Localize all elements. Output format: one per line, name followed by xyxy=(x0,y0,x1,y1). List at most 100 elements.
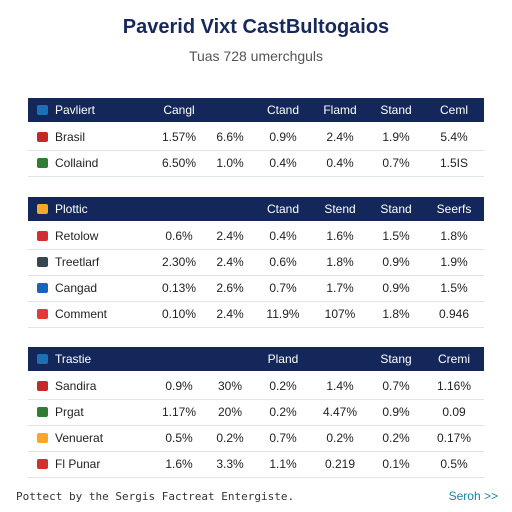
footer: Pottect by the Sergis Factreat Entergist… xyxy=(16,490,295,503)
value-cell: 11.9% xyxy=(266,307,300,321)
value-cell: 107% xyxy=(324,307,356,321)
value-cell: 1.8% xyxy=(326,255,354,269)
title: Paverid Vixt CastBultogaios xyxy=(122,16,390,38)
table-row: Venuerat 0.5% 0.2% 0.7% 0.2% 0.2% 0.17% xyxy=(28,426,484,452)
value-cell: 2.4% xyxy=(216,307,244,321)
value-cell: 0.5% xyxy=(165,431,193,445)
header-cell: Stend xyxy=(324,202,356,216)
value-cell: 0.9% xyxy=(382,405,410,419)
value-cell: 1.16% xyxy=(436,379,472,393)
value-cell: 0.9% xyxy=(165,379,193,393)
value-cell: 0.09 xyxy=(442,405,466,419)
table-row: Cangad 0.13% 2.6% 0.7% 1.7% 0.9% 1.5% xyxy=(28,276,484,302)
value-cell: 1.7% xyxy=(326,281,354,295)
value-cell: 1.0% xyxy=(216,156,244,170)
value-cell: 3.3% xyxy=(216,457,244,471)
header-row: Plottic Ctand Stend Stand Seerfs xyxy=(28,197,484,221)
value-cell: 0.7% xyxy=(269,431,297,445)
header-row: Pavliert Cangl Ctand Flamd Stand Ceml xyxy=(28,98,484,122)
flag-icon xyxy=(37,204,48,214)
value-cell: 1.9% xyxy=(440,255,468,269)
value-cell: 1.57% xyxy=(161,130,197,144)
flag-icon xyxy=(37,459,48,469)
row-label: Comment xyxy=(55,307,108,321)
value-cell: 0.4% xyxy=(326,156,354,170)
table-row: Collaind 6.50% 1.0% 0.4% 0.4% 0.7% 1.5IS xyxy=(28,151,484,177)
flag-icon xyxy=(37,407,48,417)
row-label: Treetlarf xyxy=(55,255,100,269)
row-label: Brasil xyxy=(55,130,86,144)
flag-icon xyxy=(37,433,48,443)
row-label: Retolow xyxy=(55,229,99,243)
value-cell: 0.1% xyxy=(382,457,410,471)
value-cell: 0.4% xyxy=(269,156,297,170)
header-row: Trastie Pland Stang Cremi xyxy=(28,347,484,371)
value-cell: 1.5% xyxy=(440,281,468,295)
value-cell: 0.7% xyxy=(269,281,297,295)
value-cell: 2.4% xyxy=(216,229,244,243)
value-cell: 0.9% xyxy=(382,281,410,295)
header-cell: Cremi xyxy=(438,352,470,366)
flag-icon xyxy=(37,132,48,142)
value-cell: 0.2% xyxy=(269,379,297,393)
value-cell: 1.5IS xyxy=(439,156,469,170)
flag-icon xyxy=(37,231,48,241)
value-cell: 5.4% xyxy=(440,130,468,144)
value-cell: 1.6% xyxy=(165,457,193,471)
row-label: Venuerat xyxy=(55,431,104,445)
table-row: Retolow 0.6% 2.4% 0.4% 1.6% 1.5% 1.8% xyxy=(28,224,484,250)
row-label: Sandira xyxy=(55,379,97,393)
value-cell: 30% xyxy=(217,379,243,393)
value-cell: 0.9% xyxy=(269,130,297,144)
value-cell: 4.47% xyxy=(322,405,358,419)
value-cell: 1.1% xyxy=(269,457,297,471)
header-cell: Trastie xyxy=(55,352,92,366)
table-row: Treetlarf 2.30% 2.4% 0.6% 1.8% 0.9% 1.9% xyxy=(28,250,484,276)
header-cell: Plottic xyxy=(55,202,88,216)
flag-icon xyxy=(37,257,48,267)
value-cell: 0.946 xyxy=(438,307,470,321)
value-cell: 0.17% xyxy=(436,431,472,445)
value-cell: 0.4% xyxy=(269,229,297,243)
header-cell: Pavliert xyxy=(55,103,96,117)
value-cell: 0.6% xyxy=(165,229,193,243)
value-cell: 0.9% xyxy=(382,255,410,269)
table-row: Brasil 1.57% 6.6% 0.9% 2.4% 1.9% 5.4% xyxy=(28,125,484,151)
value-cell: 2.30% xyxy=(161,255,197,269)
value-cell: 6.50% xyxy=(161,156,197,170)
value-cell: 0.219 xyxy=(324,457,356,471)
value-cell: 0.7% xyxy=(382,156,410,170)
table-row: Sandira 0.9% 30% 0.2% 1.4% 0.7% 1.16% xyxy=(28,374,484,400)
header-cell: Stand xyxy=(380,103,412,117)
value-cell: 0.2% xyxy=(216,431,244,445)
value-cell: 0.2% xyxy=(269,405,297,419)
row-label: Prgat xyxy=(55,405,84,419)
flag-icon xyxy=(37,283,48,293)
more-link[interactable]: Seroh >> xyxy=(448,489,498,503)
flag-icon xyxy=(37,381,48,391)
subtitle: Tuas 728 umerchguls xyxy=(188,48,324,64)
row-label: Cangad xyxy=(55,281,98,295)
flag-icon xyxy=(37,309,48,319)
header-cell: Ctand xyxy=(266,202,300,216)
value-cell: 1.8% xyxy=(382,307,410,321)
value-cell: 0.2% xyxy=(326,431,354,445)
value-cell: 0.7% xyxy=(382,379,410,393)
header-cell: Seerfs xyxy=(436,202,472,216)
table-row: Prgat 1.17% 20% 0.2% 4.47% 0.9% 0.09 xyxy=(28,400,484,426)
table-section: Pavliert Cangl Ctand Flamd Stand Ceml Brasil 1.… xyxy=(28,98,484,177)
value-cell: 1.9% xyxy=(382,130,410,144)
value-cell: 1.6% xyxy=(326,229,354,243)
header-cell: Stand xyxy=(380,202,412,216)
value-cell: 0.13% xyxy=(161,281,197,295)
header-cell: Cangl xyxy=(163,103,195,117)
table-section: Trastie Pland Stang Cremi Sandira 0.9% 30% 0.2%… xyxy=(28,347,484,478)
table-row: Fl Punar 1.6% 3.3% 1.1% 0.219 0.1% 0.5% xyxy=(28,452,484,478)
value-cell: 1.8% xyxy=(440,229,468,243)
table-section: Plottic Ctand Stend Stand Seerfs Retolow 0.6% 2… xyxy=(28,197,484,328)
value-cell: 2.6% xyxy=(216,281,244,295)
flag-icon xyxy=(37,105,48,115)
value-cell: 1.5% xyxy=(382,229,410,243)
value-cell: 6.6% xyxy=(216,130,244,144)
